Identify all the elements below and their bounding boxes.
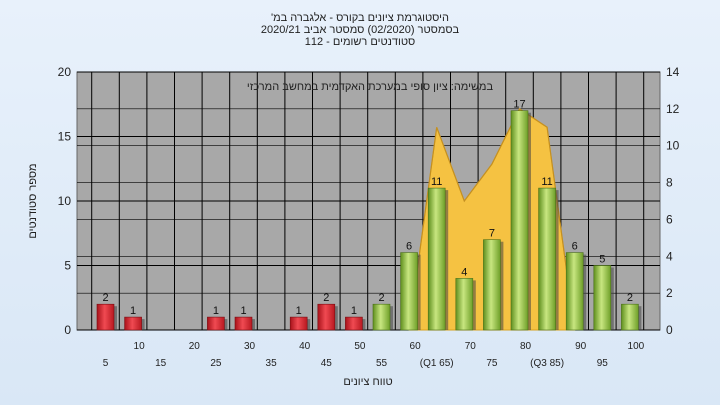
- histogram-bar: [427, 187, 446, 331]
- histogram-bar: [621, 303, 639, 331]
- y2-axis-tick-label: 2: [666, 286, 673, 300]
- bar-value-label: 1: [351, 305, 357, 317]
- histogram-bar: [455, 278, 474, 331]
- bar-value-label: 1: [213, 305, 219, 317]
- histogram-bar: [372, 303, 391, 331]
- chart-annotation: במשימה: ציון סופי במערכת האקדמית במחשב ה…: [247, 81, 494, 93]
- bar-value-label: 6: [406, 241, 412, 253]
- x-axis-tick-label: 70: [465, 341, 477, 352]
- bar-value-label: 4: [461, 266, 467, 278]
- bar-value-label: 11: [541, 176, 552, 188]
- x-axis-tick-label: 15: [155, 358, 167, 369]
- bar-value-label: 2: [378, 292, 384, 304]
- y2-axis-tick-label: 0: [666, 323, 673, 337]
- x-axis-tick-label: 5: [103, 358, 109, 369]
- chart-title-line-3: סטודנטים רשומים - 112: [304, 36, 416, 48]
- x-axis-tick-label: 80: [520, 341, 532, 352]
- x-axis-tick-label: 30: [244, 341, 256, 352]
- histogram-bar: [289, 316, 308, 331]
- x-axis-tick-label: 35: [266, 358, 278, 369]
- histogram-bar: [593, 265, 612, 331]
- y-axis-tick-label: 5: [64, 259, 71, 273]
- x-axis-tick-label: 75: [486, 358, 498, 369]
- x-axis-tick-label: 60: [410, 341, 422, 352]
- y2-axis-tick-label: 10: [666, 139, 680, 153]
- histogram-bar: [345, 316, 363, 331]
- bar-value-label: 11: [431, 176, 442, 188]
- histogram-bar: [234, 316, 253, 331]
- bar-value-label: 1: [130, 305, 136, 317]
- y2-axis-tick-label: 12: [666, 102, 680, 116]
- chart-title-line-1: 'היסטוגרמת ציונים בקורס - אלגברה במ: [270, 12, 449, 24]
- histogram-bar: [96, 303, 115, 331]
- x-axis-tick-label: 45: [321, 358, 333, 369]
- histogram-bar: [207, 316, 225, 331]
- bar-value-label: 2: [102, 292, 108, 304]
- distribution-line: [408, 107, 576, 331]
- x-axis-tick-label: 50: [354, 341, 366, 352]
- y2-axis-tick-label: 14: [666, 65, 680, 79]
- histogram-bar: [565, 252, 584, 331]
- bar-value-label: 6: [572, 241, 578, 253]
- y2-axis-tick-label: 4: [666, 249, 673, 263]
- histogram-bar: [538, 187, 556, 331]
- histogram-bar: [317, 303, 336, 331]
- histogram-bar: [124, 316, 142, 331]
- y-axis-tick-label: 20: [58, 65, 72, 79]
- histogram-bar: [510, 110, 529, 331]
- y-axis-tick-label: 15: [58, 130, 72, 144]
- x-axis-tick-label: 40: [299, 341, 311, 352]
- bar-value-label: 1: [296, 305, 302, 317]
- x-axis-label: טווח ציונים: [343, 376, 392, 388]
- x-axis-tick-label: (Q3 85): [530, 358, 564, 369]
- x-axis-tick-label: 55: [376, 358, 388, 369]
- y2-axis-tick-label: 6: [666, 212, 673, 226]
- histogram-bar: [483, 239, 501, 331]
- y-axis-label: מספר סטודנטים: [27, 163, 39, 238]
- x-axis-tick-label: 90: [575, 341, 587, 352]
- bar-value-label: 1: [240, 305, 246, 317]
- x-axis-tick-label: 10: [134, 341, 146, 352]
- x-axis-tick-label: 25: [210, 358, 222, 369]
- histogram-bar: [400, 252, 418, 331]
- x-axis-tick-label: 100: [628, 341, 645, 352]
- bar-value-label: 5: [599, 254, 605, 266]
- bar-value-label: 17: [513, 99, 525, 111]
- y2-axis-tick-label: 8: [666, 176, 673, 190]
- bar-value-label: 7: [489, 228, 495, 240]
- bar-value-label: 2: [627, 292, 633, 304]
- bar-value-label: 2: [323, 292, 329, 304]
- x-axis-tick-label: (Q1 65): [420, 358, 454, 369]
- x-axis-tick-label: 95: [597, 358, 609, 369]
- chart-title-line-2: בסמסטר (02/2020) סמסטר אביב 2020/21: [260, 24, 460, 36]
- x-axis-tick-label: 20: [189, 341, 201, 352]
- y-axis-tick-label: 10: [58, 194, 72, 208]
- y-axis-tick-label: 0: [64, 323, 71, 337]
